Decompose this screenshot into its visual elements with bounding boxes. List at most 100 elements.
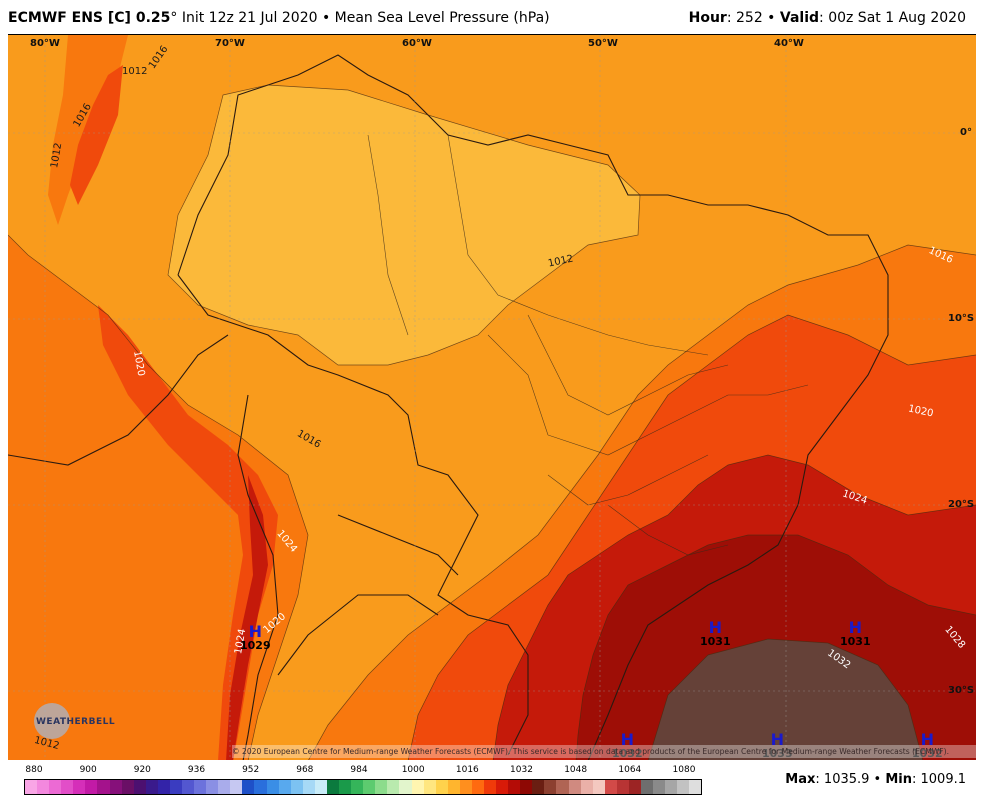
high-symbol: H (708, 618, 722, 637)
shade-1008-1012 (168, 85, 640, 365)
colorbar-swatch (169, 780, 183, 794)
high-symbol: H (920, 730, 934, 749)
high-value: 1029 (240, 639, 271, 652)
colorbar-swatch (447, 780, 460, 794)
colorbar-swatch (266, 780, 279, 794)
colorbar-swatch (604, 780, 617, 794)
pressure-map (8, 34, 976, 761)
valid-label: Valid (779, 10, 820, 26)
weatherbell-logo: WEATHERBELL (36, 717, 116, 727)
high-value: 1033 (762, 747, 793, 760)
colorbar-swatch (230, 780, 243, 794)
max-min-stats: Max: 1035.9 • Min: 1009.1 (785, 772, 966, 787)
colorbar-swatch (326, 780, 340, 794)
lon-label-70w: 70°W (215, 38, 245, 49)
colorbar-swatch (339, 780, 352, 794)
colorbar-tick-label: 1064 (618, 765, 642, 775)
valid-time: Hour: 252 • Valid: 00z Sat 1 Aug 2020 (689, 10, 966, 26)
colorbar-swatch (399, 780, 412, 794)
colorbar-swatch (616, 780, 629, 794)
state-borders (367, 134, 809, 556)
header-bar: ECMWF ENS [C] 0.25° Init 12z 21 Jul 2020… (0, 0, 984, 34)
colorbar-tick-label: 900 (79, 765, 97, 775)
colorbar-swatch (628, 780, 641, 794)
shade-1020-andes-north (70, 65, 123, 205)
contour-label: 1012 (122, 66, 148, 77)
colorbar-swatch (25, 780, 38, 794)
colorbar-swatch (254, 780, 267, 794)
colorbar-swatch (556, 780, 569, 794)
colorbar-swatch (520, 780, 533, 794)
logo-globe (34, 703, 70, 739)
colorbar-swatch (532, 780, 545, 794)
high-value: 1031 (840, 635, 871, 648)
high-center: H 1031 (840, 620, 871, 648)
colorbar-swatch (121, 780, 134, 794)
init-text: Init 12z 21 Jul 2020 • Mean Sea Level Pr… (177, 10, 550, 26)
lon-label-50w: 50°W (588, 38, 618, 49)
colorbar-swatch (109, 780, 122, 794)
colorbar-swatch (568, 780, 581, 794)
colorbar-tick-label: 984 (350, 765, 368, 775)
colorbar-swatch (665, 780, 678, 794)
colorbar-swatch (640, 780, 654, 794)
colorbar-swatch (689, 780, 702, 794)
colorbar-swatch (483, 780, 497, 794)
high-center: H 1032 (612, 732, 643, 760)
hour-label: Hour (688, 10, 727, 26)
colorbar-swatch (194, 780, 207, 794)
high-symbol: H (770, 730, 784, 749)
colorbar-swatch (133, 780, 146, 794)
colorbar-swatch (351, 780, 364, 794)
colorbar-tick-label: 1000 (401, 765, 425, 775)
shade-1024-andes (226, 475, 268, 761)
high-center: H 1031 (700, 620, 731, 648)
lon-label-80w: 80°W (30, 38, 60, 49)
colorbar-swatch (471, 780, 484, 794)
colorbar-swatch (580, 780, 593, 794)
colorbar-swatch (411, 780, 424, 794)
colorbar-swatch (85, 780, 98, 794)
colorbar-tick-label: 920 (133, 765, 151, 775)
degree-symbol: ° (170, 10, 178, 26)
high-center: H 1032 (912, 732, 943, 760)
high-symbol: H (620, 730, 634, 749)
colorbar-tick-label: 1048 (564, 765, 588, 775)
high-center: H 1033 (762, 732, 793, 760)
colorbar-tick-label: 1080 (672, 765, 696, 775)
colorbar-swatch (387, 780, 400, 794)
colorbar-swatch (157, 780, 170, 794)
min-value: : 1009.1 (912, 772, 966, 787)
colorbar-labels: 880 900 920 936 952 968 984 1000 1016 1032 1048 106… (24, 765, 700, 777)
colorbar-tick-label: 880 (25, 765, 43, 775)
colorbar-swatch (290, 780, 303, 794)
high-value: 1032 (612, 747, 643, 760)
max-label: Max (785, 772, 816, 787)
high-symbol: H (848, 618, 862, 637)
lat-label-30s: 30°S (948, 685, 975, 696)
min-label: Min (885, 772, 912, 787)
high-value: 1031 (700, 635, 731, 648)
model-name: ECMWF ENS [C] 0.25 (8, 10, 171, 26)
lat-label-20s: 20°S (948, 499, 975, 510)
lon-label-60w: 60°W (402, 38, 432, 49)
colorbar-swatch (508, 780, 521, 794)
colorbar-tick-label: 936 (187, 765, 206, 775)
colorbar-swatch (97, 780, 110, 794)
colorbar-tick-label: 1016 (455, 765, 479, 775)
copyright-notice: © 2020 European Centre for Medium-range … (232, 745, 976, 758)
colorbar-swatch (496, 780, 509, 794)
colorbar-swatch (653, 780, 666, 794)
colorbar-swatch (375, 780, 388, 794)
lon-label-40w: 40°W (774, 38, 804, 49)
colorbar-swatch (73, 780, 86, 794)
colorbar-swatch (218, 780, 231, 794)
colorbar-swatch (49, 780, 62, 794)
colorbar-swatch (37, 780, 50, 794)
colorbar-tick-label: 968 (296, 765, 314, 775)
colorbar-swatch (145, 780, 158, 794)
colorbar-swatch (61, 780, 74, 794)
colorbar-swatch (544, 780, 557, 794)
lat-label-0: 0° (960, 127, 972, 138)
colorbar-swatch (302, 780, 315, 794)
